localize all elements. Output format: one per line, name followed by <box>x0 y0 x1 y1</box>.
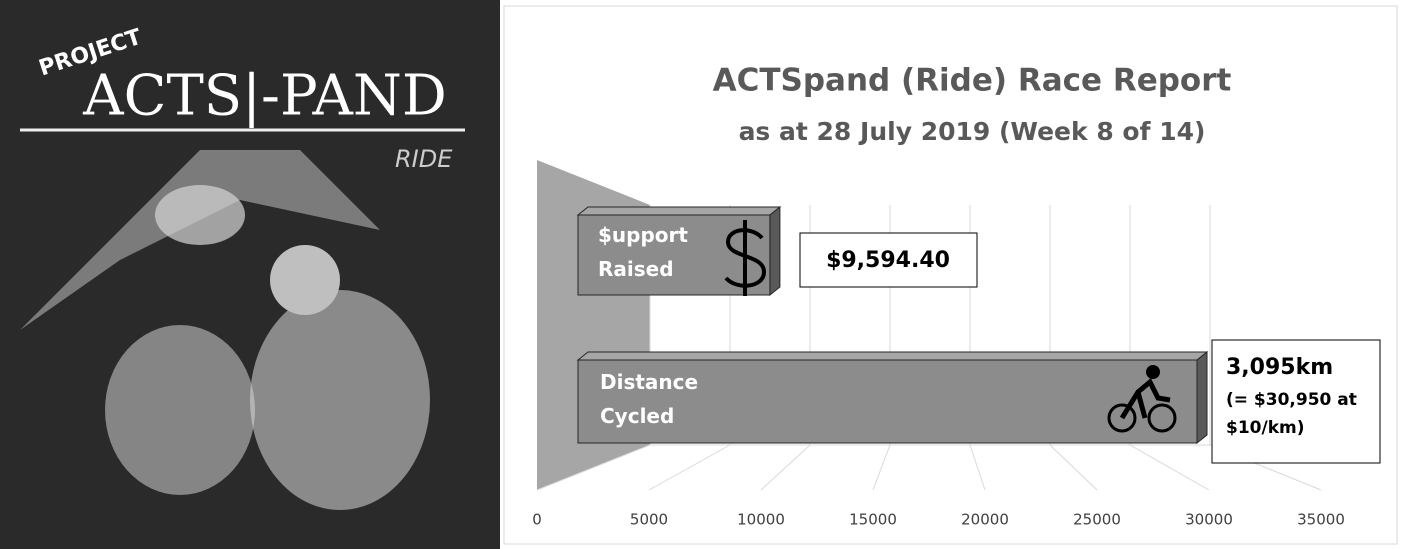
x-tick-label: 25000 <box>1073 511 1121 529</box>
x-tick-label: 30000 <box>1185 511 1233 529</box>
bar-side <box>1197 352 1207 443</box>
artwork-figure <box>105 325 255 495</box>
bar-top <box>578 207 780 215</box>
x-tick-label: 20000 <box>961 511 1009 529</box>
x-tick-label: 15000 <box>849 511 897 529</box>
value-label: $9,594.40 <box>826 248 950 273</box>
artwork-tag: RIDE <box>395 145 453 173</box>
artwork-head <box>270 245 340 315</box>
x-tick-label: 10000 <box>737 511 785 529</box>
page: PROJECT ACTS|-PAND RIDE ACTSpand (Ride) … <box>0 0 1401 549</box>
value-label: (= $30,950 at $10/km) <box>1226 386 1366 442</box>
category-label: $upport Raised <box>598 218 718 286</box>
artwork-title: ACTS|-PAND <box>82 64 447 129</box>
bar-top <box>578 352 1207 360</box>
x-tick-label: 0 <box>532 511 542 529</box>
x-tick-label: 5000 <box>630 511 668 529</box>
artwork-shape <box>155 185 245 245</box>
chart-title: ACTSpand (Ride) Race Report <box>713 63 1232 99</box>
category-label: Distance Cycled <box>600 365 720 433</box>
annotation: 3,095km <box>1226 355 1333 380</box>
chart-subtitle: as at 28 July 2019 (Week 8 of 14) <box>739 117 1206 146</box>
bar-side <box>770 207 780 295</box>
artwork-figure <box>250 290 430 510</box>
cyclist-head <box>1146 365 1160 379</box>
x-tick-label: 35000 <box>1297 511 1345 529</box>
